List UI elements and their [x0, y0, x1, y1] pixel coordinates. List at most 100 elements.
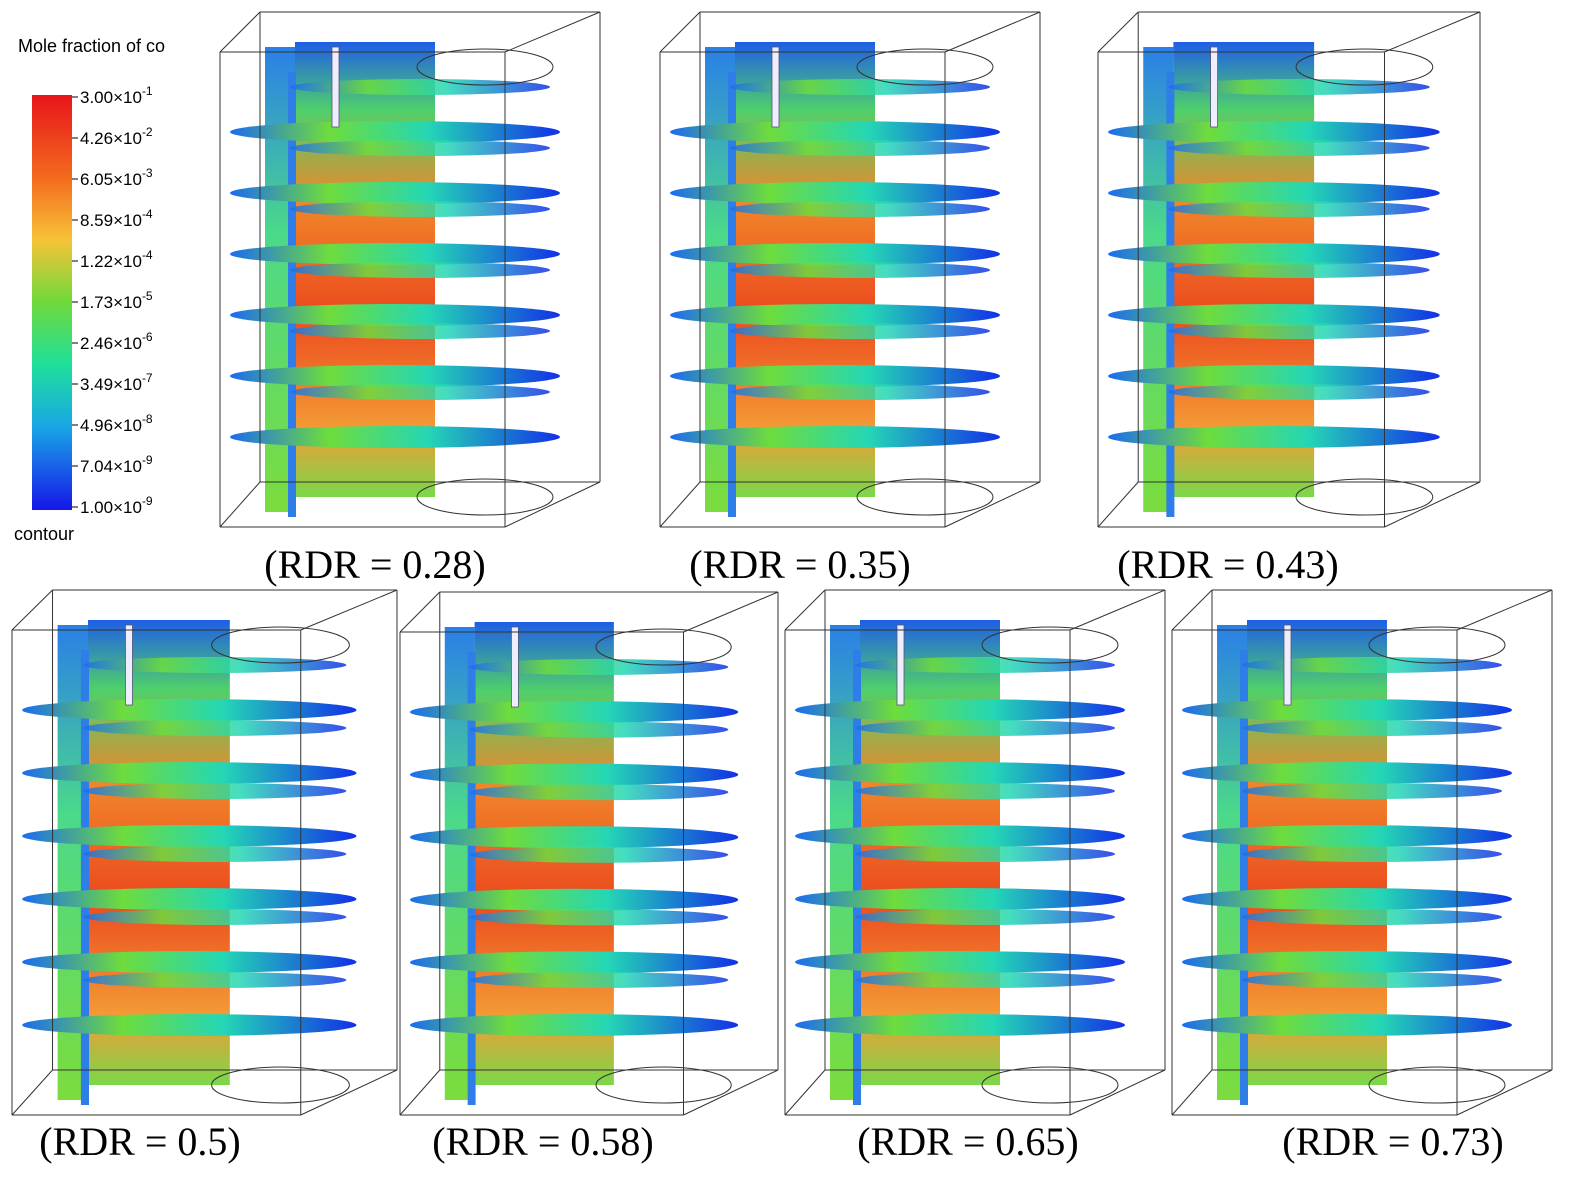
fin-back: [730, 79, 990, 95]
tick-base: 1.00×10: [80, 498, 142, 517]
box-edge: [1384, 481, 1481, 528]
box-edge: [683, 591, 779, 633]
tick-base: 1.73×10: [80, 293, 142, 312]
fin-back: [1242, 846, 1502, 862]
tick-base: 3.49×10: [80, 375, 142, 394]
box-edge: [1384, 11, 1481, 53]
fin-back: [469, 972, 729, 988]
box-edge: [944, 11, 1041, 53]
fin: [1108, 304, 1440, 326]
outlet-hole: [211, 626, 350, 664]
tick-label: 2.46×10-6: [80, 330, 153, 353]
fin: [22, 825, 357, 847]
box-edge: [504, 481, 601, 528]
fin: [670, 243, 1000, 265]
panel-caption: (RDR = 0.65): [857, 1119, 1078, 1164]
fin: [1182, 762, 1512, 784]
fin-back: [1168, 262, 1430, 278]
box-edge: [300, 589, 398, 631]
outlet-hole: [416, 48, 554, 86]
fin: [230, 121, 560, 143]
fin-back: [730, 384, 990, 400]
outlet-hole: [856, 48, 994, 86]
tick-exponent: -4: [142, 207, 153, 221]
fin-back: [82, 720, 347, 736]
box-edge: [11, 589, 53, 631]
tick-exponent: -7: [142, 371, 153, 385]
box-edge: [683, 1069, 779, 1116]
fin: [230, 182, 560, 204]
colorbar-ticks: 3.00×10-14.26×10-26.05×10-38.59×10-41.22…: [72, 84, 153, 517]
fin: [670, 182, 1000, 204]
fin: [230, 304, 560, 326]
panel: (RDR = 0.5): [11, 589, 398, 1164]
panel: (RDR = 0.35): [659, 11, 1041, 587]
outlet-hole: [1368, 626, 1506, 664]
fin: [409, 701, 739, 723]
tick-label: 1.22×10-4: [80, 248, 153, 271]
box-edge: [1097, 481, 1139, 528]
tick-base: 3.00×10: [80, 88, 142, 107]
fin-back: [730, 140, 990, 156]
thin-plane: [80, 650, 89, 1105]
fin: [1182, 951, 1512, 973]
fin: [795, 699, 1125, 721]
box-edge: [11, 1069, 53, 1116]
fin-back: [1242, 909, 1502, 925]
panel-caption: (RDR = 0.28): [264, 542, 485, 587]
fin: [22, 699, 357, 721]
panel-caption: (RDR = 0.35): [689, 542, 910, 587]
tick-label: 1.73×10-5: [80, 289, 153, 312]
fin: [795, 762, 1125, 784]
fin-back: [855, 972, 1115, 988]
tick-label: 4.26×10-2: [80, 125, 153, 148]
fin: [670, 426, 1000, 448]
tick-exponent: -4: [142, 248, 153, 262]
tick-label: 6.05×10-3: [80, 166, 153, 189]
thin-plane: [1240, 650, 1248, 1105]
fin: [670, 121, 1000, 143]
panel-caption: (RDR = 0.5): [39, 1119, 240, 1164]
fin-back: [855, 909, 1115, 925]
thin-plane: [853, 650, 861, 1105]
fin-back: [82, 657, 347, 673]
legend-title: Mole fraction of co: [18, 36, 165, 56]
fin: [795, 951, 1125, 973]
fin: [22, 762, 357, 784]
fin-back: [1242, 783, 1502, 799]
fin-back: [730, 201, 990, 217]
box-edge: [300, 1069, 398, 1116]
box-edge: [1069, 589, 1166, 631]
tick-exponent: -3: [142, 166, 153, 180]
tick-exponent: -1: [142, 84, 153, 98]
fin: [230, 243, 560, 265]
box-edge: [1456, 1069, 1553, 1116]
tick-label: 3.00×10-1: [80, 84, 153, 107]
inlet-hole: [211, 1066, 350, 1104]
fin: [409, 1014, 739, 1036]
inlet-hole: [595, 1066, 732, 1104]
fin: [409, 826, 739, 849]
outlet-hole: [981, 626, 1119, 664]
fin: [1108, 182, 1440, 204]
fin-back: [290, 262, 550, 278]
tick-base: 2.46×10: [80, 334, 142, 353]
tick-label: 7.04×10-9: [80, 453, 153, 476]
box-edge: [944, 481, 1041, 528]
fin-back: [1168, 323, 1430, 339]
fin-back: [290, 384, 550, 400]
fin: [22, 1014, 357, 1036]
panel-caption: (RDR = 0.43): [1117, 542, 1338, 587]
tick-exponent: -9: [142, 494, 153, 508]
box-edge: [1097, 11, 1139, 53]
box-edge: [504, 11, 601, 53]
fin-back: [1242, 720, 1502, 736]
tick-label: 3.49×10-7: [80, 371, 153, 394]
fin: [409, 888, 739, 911]
thin-plane: [1166, 72, 1175, 517]
fin-back: [855, 846, 1115, 862]
probe: [896, 624, 905, 706]
fin-back: [1242, 657, 1502, 673]
inlet-hole: [981, 1066, 1119, 1104]
